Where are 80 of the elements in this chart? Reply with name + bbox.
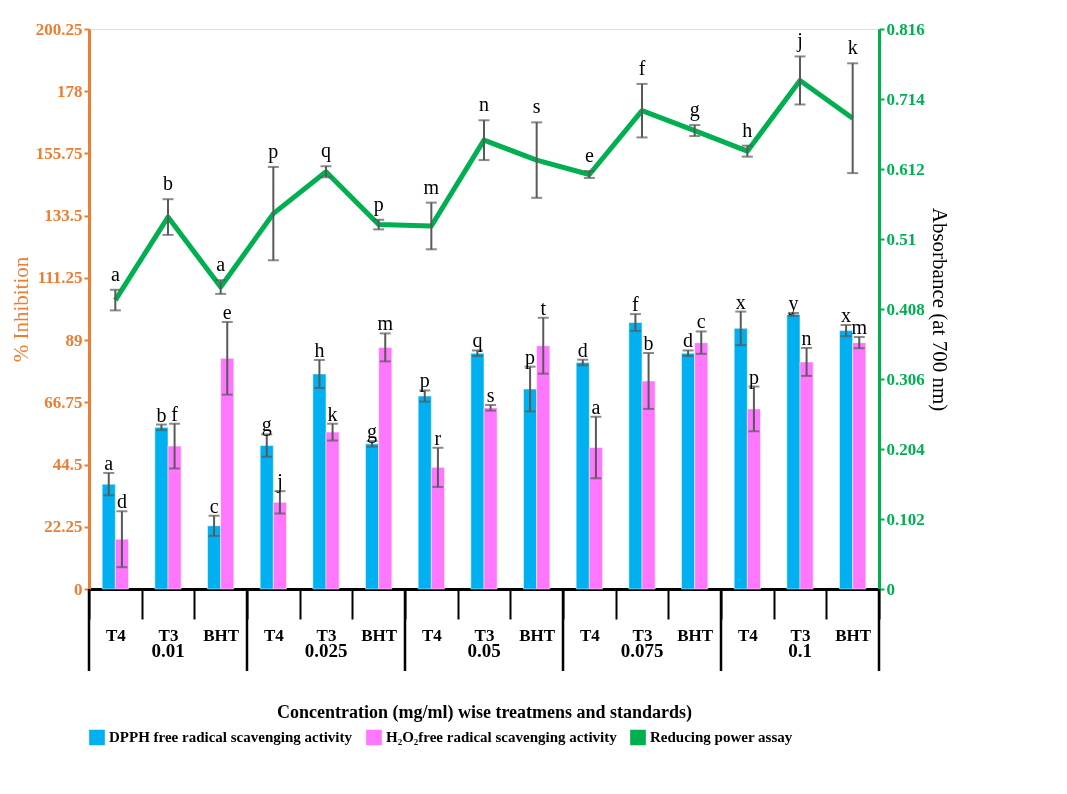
data-label: j [796, 29, 803, 53]
data-label: s [486, 383, 495, 406]
data-label: t [540, 296, 547, 319]
data-label: b [163, 172, 173, 195]
data-label: a [104, 451, 114, 474]
data-label: c [209, 494, 219, 517]
data-label: p [525, 345, 536, 369]
y2-tick-label: 0.816 [886, 19, 925, 39]
data-label: q [321, 139, 331, 163]
data-label: n [479, 93, 489, 116]
data-label: h [314, 338, 325, 361]
legend-label: DPPH free radical scavenging activity [109, 729, 353, 746]
data-label: a [216, 253, 226, 276]
y2-tick-label: 0.408 [886, 299, 925, 319]
data-label: g [261, 413, 272, 437]
data-label: p [373, 192, 384, 216]
legend-label: Reducing power assay [650, 729, 793, 746]
data-label: q [472, 329, 483, 353]
data-label: f [632, 293, 640, 316]
data-label: d [683, 329, 694, 352]
y-tick-label: 66.75 [44, 392, 83, 412]
y-tick-label: 44.5 [52, 455, 83, 475]
data-label: p [268, 139, 279, 163]
legend-label: H₂O₂free radical scavenging activity [386, 729, 618, 746]
data-label: g [367, 420, 378, 444]
x-tick-label: BHT [677, 625, 714, 645]
y-tick-label: 89 [65, 330, 83, 350]
y2-tick-label: 0.51 [886, 229, 917, 249]
data-label: y [788, 291, 799, 315]
data-label: p [419, 369, 430, 393]
y2-axis-title: Absorbance (at 700 nm) [927, 207, 952, 412]
y2-tick-label: 0 [886, 579, 895, 599]
x-tick-label: BHT [203, 625, 240, 645]
y2-tick-label: 0.306 [886, 369, 925, 389]
data-label: x [735, 290, 746, 313]
data-label: b [156, 403, 167, 426]
y-tick-label: 0 [74, 579, 83, 599]
y-tick-label: 111.25 [37, 268, 83, 288]
data-label: c [696, 310, 706, 333]
x-tick-label: T4 [421, 625, 443, 645]
data-label: m [423, 175, 440, 198]
data-label: j [276, 470, 283, 494]
data-label: f [171, 402, 179, 425]
data-label: a [110, 262, 120, 285]
y2-tick-label: 0.102 [886, 509, 925, 529]
data-label: d [116, 490, 127, 513]
x-tick-label: T4 [737, 625, 759, 645]
x-tick-label: BHT [519, 625, 556, 645]
data-label: r [434, 426, 442, 449]
data-label: g [689, 98, 700, 122]
y-tick-label: 178 [57, 81, 83, 101]
data-label: k [847, 36, 858, 59]
data-label: s [532, 95, 541, 118]
data-label: e [222, 300, 232, 323]
x-tick-label: BHT [361, 625, 398, 645]
data-label: p [748, 365, 759, 389]
data-label: n [801, 326, 812, 349]
y-tick-label: 155.75 [35, 143, 83, 163]
data-label: d [577, 338, 588, 361]
y2-tick-label: 0.714 [886, 89, 926, 109]
data-label: k [327, 402, 338, 425]
data-label: m [851, 316, 868, 339]
y-axis-title: % Inhibition [8, 256, 33, 363]
data-label: x [841, 304, 852, 327]
data-label: f [638, 56, 646, 79]
y2-tick-label: 0.612 [886, 159, 925, 179]
data-label: m [377, 312, 394, 335]
y-tick-label: 200.25 [35, 19, 83, 39]
data-label: h [742, 118, 753, 141]
x-tick-label: T4 [579, 625, 601, 645]
data-label: b [643, 331, 654, 354]
y-tick-label: 133.5 [44, 206, 83, 226]
x-tick-label: T4 [263, 625, 285, 645]
x-tick-label: BHT [835, 625, 872, 645]
data-label: e [584, 144, 594, 167]
y2-tick-label: 0.204 [886, 439, 926, 459]
x-axis-title: Concentration (mg/ml) wise treatmens and standards) [276, 701, 693, 723]
data-label: a [591, 395, 601, 418]
y-tick-label: 22.25 [44, 517, 83, 537]
x-tick-label: T4 [105, 625, 127, 645]
